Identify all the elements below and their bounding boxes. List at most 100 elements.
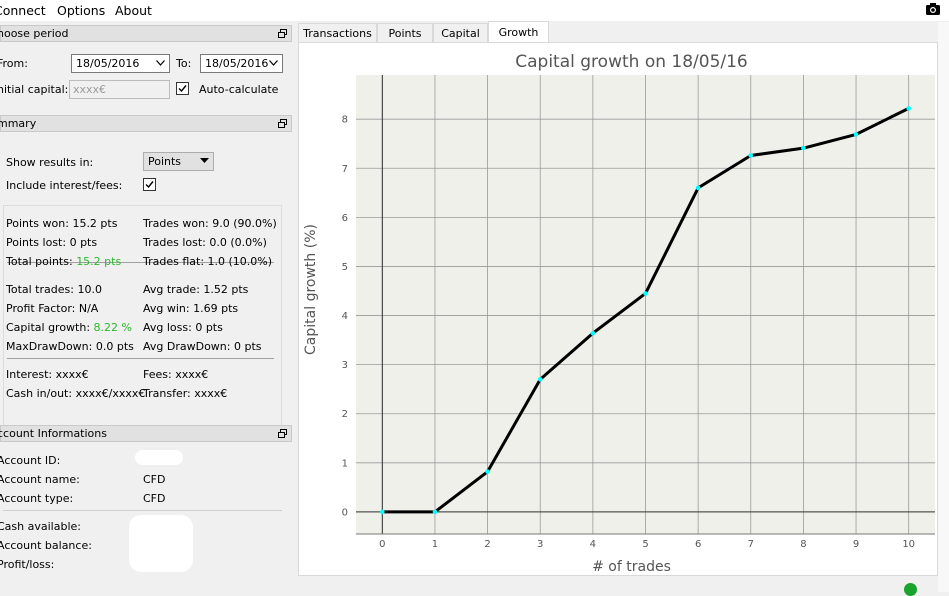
initial-capital-placeholder: xxxx€ bbox=[73, 83, 107, 96]
y-tick-label: 4 bbox=[342, 311, 348, 322]
summary-dock-header: mmary bbox=[0, 115, 292, 132]
y-tick-label: 6 bbox=[342, 213, 348, 224]
menu-bar: Connect Options About bbox=[0, 0, 949, 21]
menu-connect[interactable]: Connect bbox=[0, 3, 46, 18]
camera-icon[interactable] bbox=[926, 3, 940, 15]
stat-total-points-value: 15.2 pts bbox=[76, 255, 122, 268]
stat-total-points-label: Total points: bbox=[6, 255, 77, 268]
x-tick-label: 4 bbox=[590, 539, 596, 550]
x-tick-label: 10 bbox=[902, 539, 915, 550]
account-type-label: Account type: bbox=[0, 492, 74, 505]
show-results-select[interactable]: Points bbox=[143, 152, 214, 171]
stat-capital-growth-value: 8.22 % bbox=[93, 321, 132, 334]
separator bbox=[7, 262, 274, 263]
show-results-value: Points bbox=[148, 155, 182, 168]
stat-total-trades: Total trades: 10.0 bbox=[6, 283, 102, 296]
growth-chart: 0 1 2 3 4 5 6 7 8 9 10 0 1 2 3 4 5 6 7 8 Capital growth on 1… bbox=[303, 52, 935, 575]
x-tick-label: 6 bbox=[695, 539, 701, 550]
chart-panel: 0 1 2 3 4 5 6 7 8 9 10 0 1 2 3 4 5 6 7 8 Capital growth on 1… bbox=[298, 42, 938, 576]
caret-down-icon bbox=[200, 158, 209, 163]
left-dock: hoose period From: 18/05/2016 To: 18/05/… bbox=[0, 22, 292, 592]
chart-title: Capital growth on 18/05/16 bbox=[515, 52, 748, 72]
account-id-label: Account ID: bbox=[0, 454, 61, 467]
account-type-value: CFD bbox=[143, 492, 166, 505]
stat-interest: Interest: xxxx€ bbox=[6, 368, 89, 381]
capital-label: nitial capital: bbox=[0, 83, 69, 96]
profit-loss-label: Profit/loss: bbox=[0, 558, 55, 571]
stat-profit-factor: Profit Factor: N/A bbox=[6, 302, 99, 315]
from-label: From: bbox=[0, 57, 28, 70]
separator bbox=[7, 358, 274, 359]
y-tick-label: 5 bbox=[342, 262, 348, 273]
initial-capital-input[interactable]: xxxx€ bbox=[69, 80, 170, 99]
from-date-picker[interactable]: 18/05/2016 bbox=[71, 54, 170, 73]
y-tick-label: 8 bbox=[342, 115, 348, 126]
stat-avg-win: Avg win: 1.69 pts bbox=[143, 302, 239, 315]
y-tick-label: 0 bbox=[342, 507, 348, 518]
x-tick-label: 2 bbox=[484, 539, 490, 550]
x-tick-label: 3 bbox=[537, 539, 543, 550]
to-date-picker[interactable]: 18/05/2016 bbox=[200, 54, 283, 73]
stat-capital-growth: Capital growth: 8.22 % bbox=[6, 321, 132, 334]
include-fees-label: Include interest/fees: bbox=[6, 179, 123, 192]
y-axis-label: Capital growth (%) bbox=[303, 224, 319, 355]
chevron-down-icon bbox=[156, 60, 165, 66]
include-fees-checkbox[interactable] bbox=[143, 178, 156, 191]
data-point bbox=[643, 291, 648, 296]
period-dock-title: hoose period bbox=[0, 27, 69, 40]
data-point bbox=[590, 330, 596, 336]
x-tick-label: 0 bbox=[379, 539, 385, 550]
tab-transactions[interactable]: Transactions bbox=[298, 23, 377, 42]
data-point bbox=[853, 132, 859, 137]
x-tick-label: 9 bbox=[853, 539, 859, 550]
data-point bbox=[432, 509, 438, 515]
right-edge-panel bbox=[938, 22, 949, 592]
checkmark-icon bbox=[178, 85, 187, 93]
checkmark-icon bbox=[145, 181, 154, 189]
float-icon[interactable] bbox=[278, 429, 287, 438]
stat-cash-in-out: Cash in/out: xxxx€/xxxx€ bbox=[6, 387, 146, 400]
data-point bbox=[801, 145, 806, 151]
x-axis-label: # of trades bbox=[592, 559, 671, 575]
redacted-account-id bbox=[135, 450, 183, 465]
data-point bbox=[695, 185, 701, 191]
tab-capital[interactable]: Capital bbox=[433, 23, 488, 42]
connection-status-indicator bbox=[904, 583, 917, 596]
to-label: To: bbox=[176, 57, 192, 70]
from-date-value: 18/05/2016 bbox=[76, 57, 140, 70]
menu-options[interactable]: Options bbox=[57, 3, 106, 18]
stat-transfer: Transfer: xxxx€ bbox=[143, 387, 228, 400]
tab-points[interactable]: Points bbox=[377, 23, 433, 42]
account-name-label: Account name: bbox=[0, 473, 80, 486]
cash-available-label: Cash available: bbox=[0, 520, 81, 533]
x-tick-label: 7 bbox=[748, 539, 754, 550]
data-point bbox=[537, 377, 543, 382]
stat-fees: Fees: xxxx€ bbox=[143, 368, 209, 381]
data-point bbox=[906, 106, 911, 111]
auto-calculate-checkbox[interactable] bbox=[176, 82, 189, 95]
stat-avg-drawdown: Avg DrawDown: 0 pts bbox=[143, 340, 262, 353]
show-results-label: Show results in: bbox=[6, 156, 94, 169]
stat-trades-won: Trades won: 9.0 (90.0%) bbox=[143, 217, 277, 230]
menu-about[interactable]: About bbox=[115, 3, 152, 18]
redacted-balances bbox=[129, 515, 193, 572]
float-icon[interactable] bbox=[278, 29, 287, 38]
chevron-down-icon bbox=[269, 60, 278, 66]
float-icon[interactable] bbox=[278, 119, 287, 128]
y-tick-label: 7 bbox=[342, 164, 348, 175]
stat-max-drawdown: MaxDrawDown: 0.0 pts bbox=[6, 340, 134, 353]
account-name-value: CFD bbox=[143, 473, 166, 486]
stat-points-lost: Points lost: 0 pts bbox=[6, 236, 98, 249]
account-dock-title: ccount Informations bbox=[0, 427, 107, 440]
tab-growth[interactable]: Growth bbox=[488, 21, 549, 43]
summary-dock-title: mmary bbox=[0, 117, 37, 130]
stat-avg-loss: Avg loss: 0 pts bbox=[143, 321, 223, 334]
account-balance-label: Account balance: bbox=[0, 539, 92, 552]
auto-calculate-label: Auto-calculate bbox=[199, 83, 279, 96]
stat-trades-flat: Trades flat: 1.0 (10.0%) bbox=[143, 255, 273, 268]
stat-trades-lost: Trades lost: 0.0 (0.0%) bbox=[143, 236, 267, 249]
to-date-value: 18/05/2016 bbox=[205, 57, 269, 70]
data-point bbox=[748, 153, 754, 158]
x-tick-label: 1 bbox=[432, 539, 438, 550]
stat-capital-growth-label: Capital growth: bbox=[6, 321, 94, 334]
